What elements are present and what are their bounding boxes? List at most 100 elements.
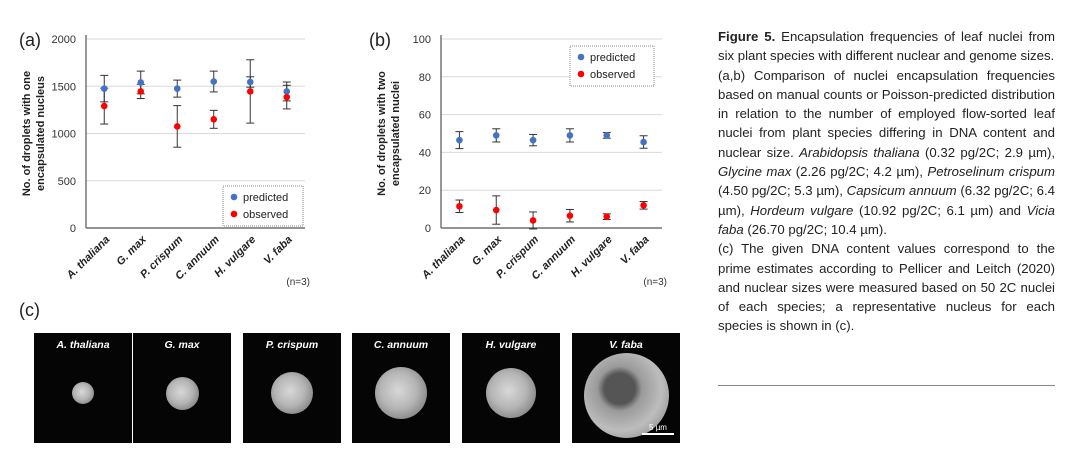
- micrograph-label: P. crispum: [265, 339, 319, 351]
- x-tick-label: G. max: [114, 233, 149, 268]
- micrograph-label: C. annuum: [373, 339, 429, 351]
- nucleus-image: [486, 368, 536, 418]
- legend-marker-observed: [577, 70, 585, 78]
- y-tick-label: 1000: [52, 129, 76, 141]
- micrograph-a-thaliana: A. thaliana: [34, 333, 132, 443]
- legend-box: [569, 45, 655, 87]
- caption-ab-text: (a,b) Comparison of nuclei encapsulation…: [718, 67, 1055, 160]
- legend-label-predicted: predicted: [590, 52, 635, 64]
- micrograph-h-vulgare: H. vulgare: [462, 333, 560, 443]
- x-tick-label: V. faba: [262, 234, 295, 267]
- data-point-predicted: [100, 85, 108, 92]
- y-tick-label: 40: [419, 147, 431, 159]
- legend-marker-observed: [230, 210, 238, 218]
- data-point-predicted: [283, 88, 291, 95]
- y-tick-label: 60: [419, 110, 431, 122]
- species-values: (6.32 pg/2C; 6.4 µm),: [718, 183, 1055, 218]
- data-point-observed: [137, 88, 145, 95]
- caption-c-text: (c) The given DNA content values corresp…: [718, 241, 1055, 334]
- panel-label-c: (c): [19, 300, 40, 320]
- legend-label-observed: observed: [590, 69, 635, 81]
- y-tick-label: 0: [425, 223, 431, 235]
- y-axis-label-line: encapsulated nuclei: [390, 81, 402, 186]
- species-name: Petroselinum crispum: [927, 164, 1055, 180]
- legend-marker-predicted: [230, 193, 238, 201]
- sample-size-note: (n=3): [286, 277, 310, 288]
- data-point-predicted: [456, 136, 463, 144]
- data-point-predicted: [603, 132, 611, 139]
- micrograph-label: H. vulgare: [485, 339, 537, 351]
- data-point-observed: [173, 123, 181, 130]
- data-point-observed: [100, 102, 108, 110]
- data-point-observed: [603, 213, 611, 220]
- y-tick-label: 80: [419, 72, 431, 84]
- scale-bar-line: [642, 433, 674, 435]
- species-values: (10.92 pg/2C; 6.1 µm) and: [853, 202, 1027, 218]
- figure-label: Figure 5.: [718, 29, 776, 44]
- nucleus-image: [165, 376, 199, 410]
- species-values: (0.32 pg/2C; 2.9 µm),: [919, 144, 1055, 160]
- y-tick-label: 100: [413, 34, 431, 46]
- data-point-predicted: [137, 79, 145, 86]
- data-point-predicted: [173, 85, 181, 92]
- species-name: Arabidopsis thaliana: [799, 144, 920, 160]
- sample-size-note: (n=3): [643, 277, 667, 288]
- x-tick-label: A. thaliana: [419, 234, 468, 283]
- figure-caption: Figure 5. Encapsulation frequencies of l…: [718, 27, 1055, 336]
- y-tick-label: 500: [58, 176, 76, 188]
- data-point-predicted: [566, 132, 574, 139]
- x-tick-label: G. max: [470, 233, 505, 268]
- caption-divider: [718, 385, 1055, 386]
- species-values: (4.50 pg/2C; 5.3 µm),: [718, 183, 847, 199]
- data-point-observed: [566, 212, 574, 220]
- data-point-predicted: [210, 78, 218, 85]
- y-axis-label-line: No. of droplets with one: [21, 71, 33, 196]
- micrograph-label: G. max: [164, 339, 200, 351]
- species-name: Hordeum vulgare: [750, 202, 854, 218]
- data-point-observed: [492, 206, 500, 214]
- legend-box: [222, 185, 304, 227]
- y-tick-label: 1500: [52, 81, 76, 93]
- data-point-observed: [456, 202, 463, 210]
- y-tick-label: 20: [419, 185, 431, 197]
- legend-marker-predicted: [577, 53, 585, 61]
- y-tick-label: 2000: [52, 34, 76, 46]
- y-axis-label-line: encapsulated nucleus: [35, 76, 47, 191]
- species-name: Vicia faba: [718, 202, 1055, 237]
- species-name: Capsicum annuum: [846, 183, 957, 199]
- x-tick-label: A. thaliana: [64, 234, 113, 283]
- y-axis-label-line: No. of droplets with two: [376, 71, 388, 196]
- micrograph-g-max: G. max: [133, 333, 231, 443]
- scale-bar: 5 µm: [642, 423, 674, 435]
- species-values: (2.26 pg/2C; 4.2 µm),: [791, 164, 928, 180]
- legend-label-observed: observed: [243, 209, 288, 221]
- species-name: Glycine max: [718, 164, 792, 180]
- data-point-predicted: [529, 136, 537, 144]
- data-point-predicted: [492, 132, 500, 139]
- micrograph-p-crispum: P. crispum: [243, 333, 341, 443]
- data-point-observed: [210, 116, 218, 123]
- chart-a: 0 500 1000 1500 2000 No. of droplets with one…: [21, 34, 310, 288]
- species-values: (26.70 pg/2C; 10.4 µm).: [743, 221, 887, 237]
- nucleus-image: [72, 382, 94, 404]
- micrograph-label: V. faba: [609, 339, 643, 351]
- data-point-observed: [640, 202, 647, 209]
- panel-label-a: (a): [19, 30, 41, 50]
- scale-bar-label: 5 µm: [649, 423, 667, 432]
- data-point-predicted: [246, 78, 254, 86]
- chart-b: 0 20 40 60 80 100 No. of droplets with two enca…: [376, 34, 667, 288]
- y-tick-label: 0: [70, 223, 76, 235]
- legend-label-predicted: predicted: [243, 192, 288, 204]
- micrograph-label: A. thaliana: [56, 339, 110, 351]
- caption-title: Encapsulation frequencies of leaf nuclei…: [718, 29, 1055, 64]
- data-point-predicted: [640, 138, 647, 146]
- micrograph-v-faba: V. faba 5 µm: [572, 333, 680, 443]
- nucleus-image: [375, 367, 427, 419]
- nucleus-image: [583, 352, 669, 438]
- data-point-observed: [246, 88, 254, 95]
- x-tick-label: V. faba: [618, 234, 651, 267]
- panel-label-b: (b): [369, 30, 391, 50]
- data-point-observed: [283, 93, 291, 101]
- micrograph-c-annuum: C. annuum: [352, 333, 450, 443]
- data-point-observed: [529, 217, 537, 224]
